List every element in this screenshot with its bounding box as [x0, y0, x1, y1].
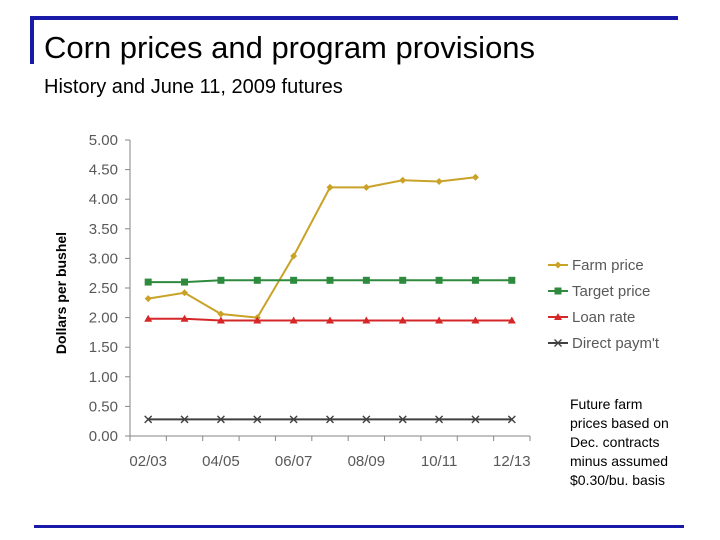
- note-line: minus assumed: [570, 453, 669, 469]
- target-price-point: [399, 276, 407, 284]
- y-tick-label: 0.00: [89, 428, 118, 445]
- farm-price-line: [148, 176, 476, 319]
- farm-price-point: [217, 310, 225, 318]
- direct-paym-t-point: [398, 415, 407, 424]
- target-price-point: [181, 278, 189, 286]
- y-axis-title: Dollars per bushel: [53, 232, 69, 354]
- y-tick-label: 2.50: [89, 280, 118, 297]
- note-line: prices based on: [570, 415, 669, 431]
- target-price-point: [362, 276, 370, 284]
- legend-label-farm-price: Farm price: [572, 257, 644, 274]
- x-tick-label: 02/03: [129, 453, 167, 470]
- farm-price-point: [399, 176, 407, 184]
- legend-label-direct-paym-t: Direct paym't: [572, 335, 660, 352]
- y-tick-label: 3.00: [89, 250, 118, 267]
- direct-paym-t-point: [253, 415, 262, 424]
- loan-rate-point: [144, 314, 153, 322]
- loan-rate-point: [435, 316, 444, 324]
- x-tick-label: 08/09: [348, 453, 386, 470]
- farm-price-point: [362, 183, 370, 191]
- x-tick-label: 06/07: [275, 453, 313, 470]
- loan-rate-point: [289, 316, 298, 324]
- y-tick-label: 4.50: [89, 162, 118, 179]
- legend-marker-target-price: [554, 287, 562, 295]
- loan-rate-point: [180, 314, 189, 322]
- target-price-point: [290, 276, 298, 284]
- direct-paym-t-point: [289, 415, 298, 424]
- loan-rate-point: [253, 316, 262, 324]
- farm-price-point: [435, 177, 443, 185]
- note-line: Future farm: [570, 396, 643, 412]
- loan-rate-point: [398, 316, 407, 324]
- farm-price-point: [144, 295, 152, 303]
- chart-note: Future farm prices based on Dec. contrac…: [570, 395, 700, 490]
- y-tick-label: 4.00: [89, 191, 118, 208]
- x-tick-label: 04/05: [202, 453, 240, 470]
- target-price-point: [326, 276, 334, 284]
- legend-label-loan-rate: Loan rate: [572, 309, 635, 326]
- target-price-point: [253, 276, 261, 284]
- farm-price-point: [326, 183, 334, 191]
- loan-rate-point: [362, 316, 371, 324]
- target-price-point: [508, 276, 516, 284]
- direct-paym-t-point: [144, 415, 153, 424]
- y-tick-label: 5.00: [89, 132, 118, 149]
- target-price-point: [435, 276, 443, 284]
- slide-subtitle: History and June 11, 2009 futures: [44, 76, 343, 98]
- target-price-point: [471, 276, 479, 284]
- farm-price-point: [181, 289, 189, 297]
- direct-paym-t-point: [362, 415, 371, 424]
- direct-paym-t-point: [216, 415, 225, 424]
- slide-title: Corn prices and program provisions: [44, 30, 536, 65]
- loan-rate-point: [326, 316, 334, 324]
- target-price-point: [144, 278, 152, 286]
- note-line: $0.30/bu. basis: [570, 472, 665, 488]
- direct-paym-t-point: [507, 415, 516, 424]
- y-tick-label: 2.00: [89, 310, 118, 327]
- note-line: Dec. contracts: [570, 434, 660, 450]
- direct-paym-t-point: [326, 415, 334, 424]
- y-tick-label: 1.50: [89, 339, 118, 356]
- farm-price-point: [290, 252, 298, 260]
- title-accent-bar-top: [30, 16, 678, 20]
- farm-price-point: [471, 173, 479, 181]
- y-tick-label: 3.50: [89, 221, 118, 238]
- title-accent-bar-left: [30, 16, 34, 64]
- direct-paym-t-point: [180, 415, 189, 424]
- direct-paym-t-point: [435, 415, 444, 424]
- y-tick-label: 0.50: [89, 398, 118, 415]
- footer-rule: [34, 525, 684, 528]
- y-tick-label: 1.00: [89, 369, 118, 386]
- x-tick-label: 10/11: [421, 453, 457, 470]
- x-tick-label: 12/13: [493, 453, 531, 470]
- loan-rate-point: [216, 316, 225, 324]
- direct-paym-t-point: [471, 415, 480, 424]
- legend-marker-farm-price: [554, 261, 562, 269]
- legend-marker-direct-paym-t: [554, 339, 562, 347]
- loan-rate-point: [507, 316, 516, 324]
- loan-rate-point: [471, 316, 480, 324]
- target-price-point: [217, 276, 225, 284]
- legend-marker-loan-rate: [554, 313, 562, 320]
- legend-label-target-price: Target price: [572, 283, 650, 300]
